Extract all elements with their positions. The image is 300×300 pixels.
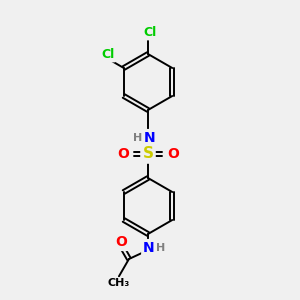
Text: Cl: Cl [143, 26, 157, 38]
Text: S: S [142, 146, 154, 161]
Text: O: O [167, 147, 179, 161]
Text: Cl: Cl [101, 47, 114, 61]
Text: H: H [134, 133, 142, 143]
Text: CH₃: CH₃ [108, 278, 130, 288]
Text: N: N [144, 131, 156, 145]
Text: O: O [117, 147, 129, 161]
Text: O: O [116, 235, 128, 249]
Text: H: H [156, 243, 166, 253]
Text: N: N [143, 241, 155, 255]
